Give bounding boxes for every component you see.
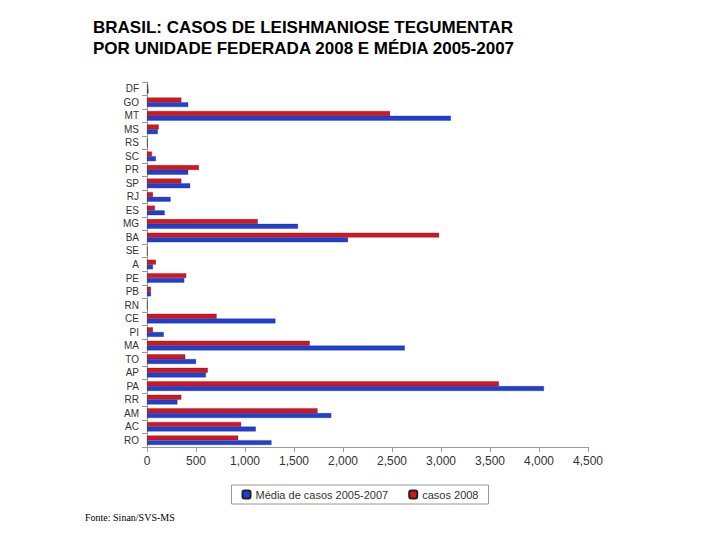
- svg-text:AP: AP: [126, 367, 140, 378]
- svg-text:MG: MG: [123, 218, 139, 229]
- svg-text:SP: SP: [126, 178, 140, 189]
- svg-text:0: 0: [144, 454, 151, 468]
- svg-text:POR UNIDADE FEDERADA 2008 E MÉ: POR UNIDADE FEDERADA 2008 E MÉDIA 2005-2…: [93, 39, 514, 58]
- svg-text:AM: AM: [124, 408, 139, 419]
- svg-text:RJ: RJ: [127, 191, 139, 202]
- svg-text:PA: PA: [126, 381, 139, 392]
- svg-text:PB: PB: [126, 286, 140, 297]
- svg-text:2,000: 2,000: [328, 454, 358, 468]
- svg-text:DF: DF: [126, 83, 139, 94]
- svg-text:4,500: 4,500: [573, 454, 603, 468]
- svg-text:RO: RO: [124, 435, 139, 446]
- svg-text:1,500: 1,500: [279, 454, 309, 468]
- svg-text:MS: MS: [124, 124, 139, 135]
- svg-text:3,000: 3,000: [426, 454, 456, 468]
- svg-text:2,500: 2,500: [377, 454, 407, 468]
- svg-text:RN: RN: [125, 300, 139, 311]
- svg-text:RS: RS: [125, 137, 139, 148]
- svg-text:BA: BA: [126, 232, 140, 243]
- svg-text:AC: AC: [125, 421, 139, 432]
- svg-text:casos 2008: casos 2008: [422, 489, 478, 501]
- svg-text:CE: CE: [125, 313, 139, 324]
- svg-text:Média de casos 2005-2007: Média de casos 2005-2007: [256, 489, 389, 501]
- svg-text:ES: ES: [126, 205, 140, 216]
- svg-text:1,000: 1,000: [230, 454, 260, 468]
- svg-text:3,500: 3,500: [475, 454, 505, 468]
- svg-text:MA: MA: [124, 340, 139, 351]
- svg-text:4,000: 4,000: [524, 454, 554, 468]
- svg-text:PI: PI: [130, 327, 139, 338]
- svg-text:SE: SE: [126, 245, 140, 256]
- svg-text:MT: MT: [125, 110, 139, 121]
- svg-text:TO: TO: [125, 354, 139, 365]
- svg-text:PE: PE: [126, 273, 140, 284]
- svg-text:SC: SC: [125, 151, 139, 162]
- svg-text:500: 500: [186, 454, 206, 468]
- svg-text:Fonte: Sinan/SVS-MS: Fonte: Sinan/SVS-MS: [85, 512, 175, 523]
- svg-text:RR: RR: [125, 394, 139, 405]
- svg-text:GO: GO: [123, 97, 139, 108]
- svg-text:A: A: [132, 259, 139, 270]
- svg-text:PR: PR: [125, 164, 139, 175]
- svg-text:BRASIL: CASOS DE LEISHMANIOSE: BRASIL: CASOS DE LEISHMANIOSE TEGUMENTAR: [93, 18, 513, 37]
